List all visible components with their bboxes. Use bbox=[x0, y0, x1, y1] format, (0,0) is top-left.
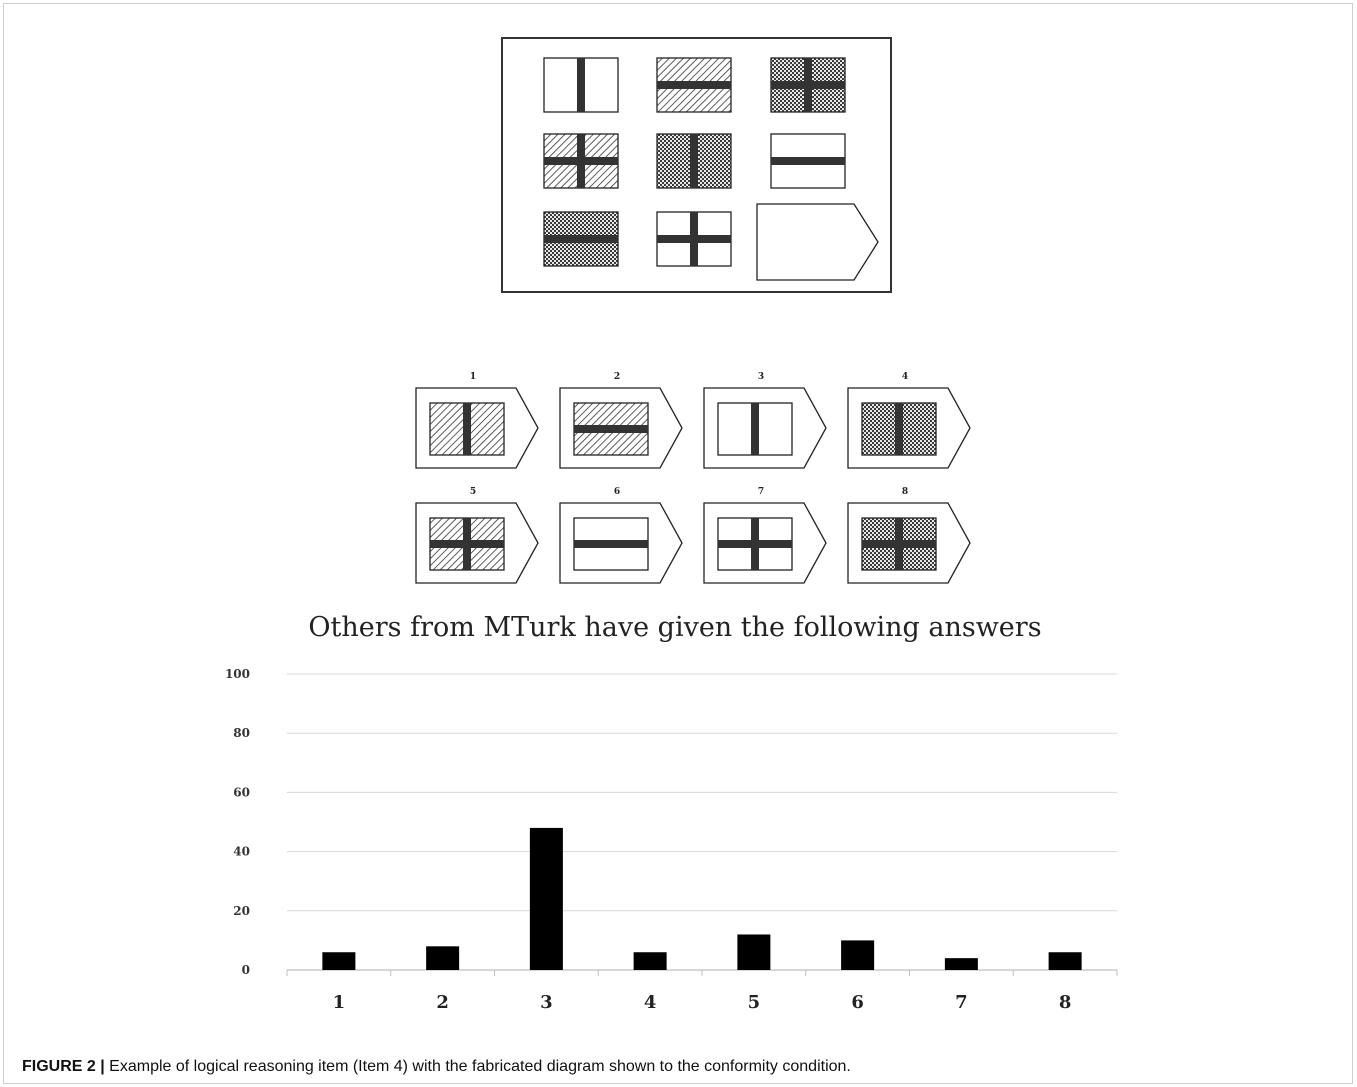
y-tick-label: 40 bbox=[233, 845, 250, 859]
y-tick-label: 0 bbox=[242, 963, 250, 977]
bar-7 bbox=[944, 958, 978, 970]
bar-1 bbox=[322, 952, 356, 970]
option-4-label: 4 bbox=[902, 372, 908, 382]
bar-8 bbox=[1048, 952, 1082, 970]
caption-text: Example of logical reasoning item (Item … bbox=[109, 1058, 851, 1075]
x-tick-label: 3 bbox=[540, 992, 553, 1013]
y-tick-label: 20 bbox=[233, 904, 250, 918]
x-tick-label: 2 bbox=[436, 992, 449, 1013]
matrix-cell-3 bbox=[770, 57, 846, 113]
option-7[interactable]: 7 bbox=[703, 487, 827, 584]
matrix-cell-4 bbox=[543, 133, 619, 189]
option-3-figure bbox=[717, 402, 793, 456]
bar-3 bbox=[529, 827, 563, 970]
y-tick-label: 100 bbox=[225, 667, 250, 681]
x-tick-label: 5 bbox=[748, 992, 761, 1013]
bar-4 bbox=[633, 952, 667, 970]
x-tick-label: 4 bbox=[644, 992, 657, 1013]
matrix-cell-2 bbox=[656, 57, 732, 113]
x-tick-label: 8 bbox=[1059, 992, 1072, 1013]
matrix-cell-7 bbox=[543, 211, 619, 267]
option-8[interactable]: 8 bbox=[847, 487, 971, 584]
option-7-label: 7 bbox=[758, 487, 764, 497]
option-5-label: 5 bbox=[470, 487, 476, 497]
x-tick-label: 1 bbox=[333, 992, 346, 1013]
option-4[interactable]: 4 bbox=[847, 372, 971, 469]
option-6-figure bbox=[573, 517, 649, 571]
option-2[interactable]: 2 bbox=[559, 372, 683, 469]
y-tick-label: 60 bbox=[233, 785, 250, 799]
matrix-cell-6 bbox=[770, 133, 846, 189]
caption-label: FIGURE 2 | bbox=[22, 1058, 105, 1075]
option-5-figure bbox=[429, 517, 505, 571]
chart-title: Others from MTurk have given the followi… bbox=[308, 612, 1042, 643]
matrix-missing-cell bbox=[756, 203, 879, 281]
matrix-panel bbox=[501, 37, 892, 293]
option-1-figure bbox=[429, 402, 505, 456]
option-3-label: 3 bbox=[758, 372, 764, 382]
y-tick-label: 80 bbox=[233, 726, 250, 740]
option-8-label: 8 bbox=[902, 487, 908, 497]
option-1[interactable]: 1 bbox=[415, 372, 539, 469]
option-6-label: 6 bbox=[614, 487, 620, 497]
answer-options: 1 2 3 4 5 6 7 8 bbox=[415, 372, 971, 584]
option-6[interactable]: 6 bbox=[559, 487, 683, 584]
option-1-label: 1 bbox=[470, 372, 476, 382]
bar-2 bbox=[426, 946, 460, 970]
option-2-label: 2 bbox=[614, 372, 620, 382]
option-8-figure bbox=[861, 517, 937, 571]
x-tick-label: 7 bbox=[955, 992, 968, 1013]
matrix-cell-8 bbox=[656, 211, 732, 267]
matrix-cell-5 bbox=[656, 133, 732, 189]
matrix-cell-1 bbox=[543, 57, 619, 113]
bar-5 bbox=[737, 934, 771, 970]
option-4-figure bbox=[861, 402, 937, 456]
option-7-figure bbox=[717, 517, 793, 571]
bar-6 bbox=[841, 940, 875, 970]
figure-caption: FIGURE 2 | Example of logical reasoning … bbox=[22, 1058, 1332, 1076]
bar-chart: 0 20 40 60 80 100 1 2 3 4 5 6 7 8 bbox=[225, 667, 1118, 1013]
x-tick-label: 6 bbox=[851, 992, 864, 1013]
option-3[interactable]: 3 bbox=[703, 372, 827, 469]
option-5[interactable]: 5 bbox=[415, 487, 539, 584]
option-2-figure bbox=[573, 402, 649, 456]
